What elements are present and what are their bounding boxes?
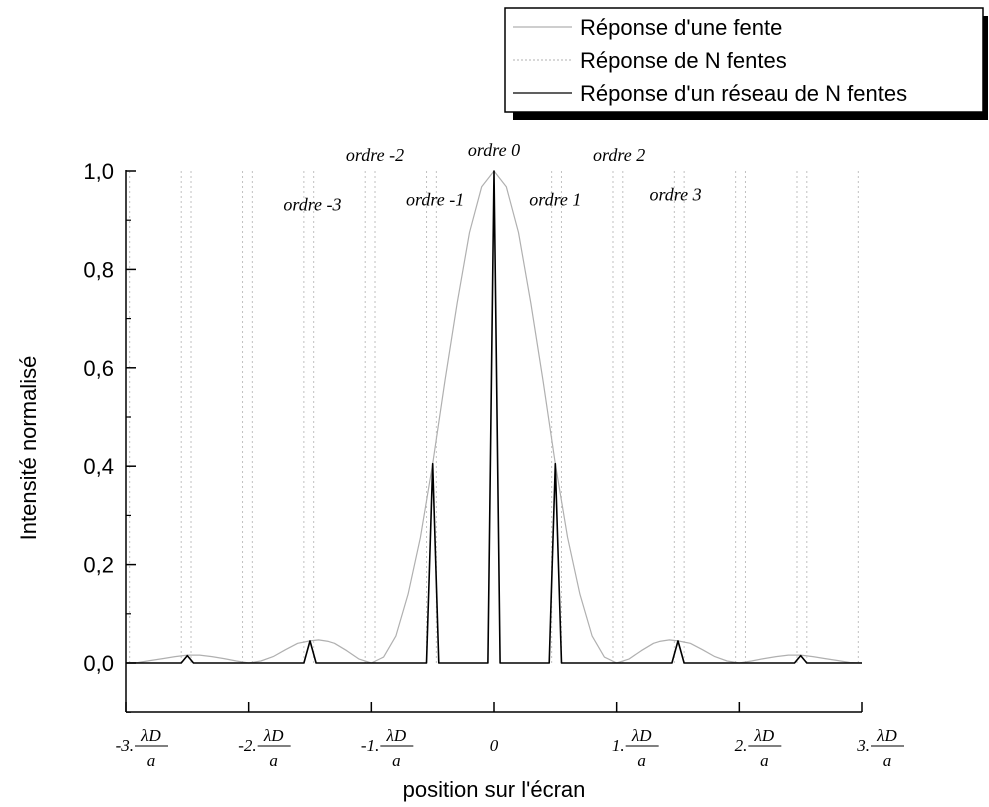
x-tick-denominator: a bbox=[147, 751, 156, 770]
x-tick-numerator: λD bbox=[631, 726, 652, 745]
y-tick-label: 0,0 bbox=[83, 651, 114, 676]
x-tick-coef: -2. bbox=[238, 736, 256, 755]
x-tick-label: 3. λD a bbox=[856, 726, 904, 770]
legend-label-single-slit: Réponse d'une fente bbox=[580, 15, 782, 40]
order-annotation: ordre 3 bbox=[649, 185, 701, 205]
grating-response-line bbox=[126, 170, 862, 664]
x-tick-denominator: a bbox=[392, 751, 401, 770]
x-tick-label: 2. λD a bbox=[735, 726, 782, 770]
x-tick-coef: 3. bbox=[856, 736, 870, 755]
legend-label-n-slits: Réponse de N fentes bbox=[580, 48, 787, 73]
n-slits-response-lines bbox=[129, 171, 859, 663]
x-tick-coef: 2. bbox=[735, 736, 748, 755]
order-annotation: ordre -1 bbox=[406, 189, 464, 209]
y-tick-label: 0,6 bbox=[83, 356, 114, 381]
x-tick-numerator: λD bbox=[263, 726, 284, 745]
x-tick-label: 0 bbox=[490, 736, 499, 755]
x-tick-numerator: λD bbox=[754, 726, 775, 745]
x-tick-coef: -1. bbox=[361, 736, 379, 755]
curves bbox=[125, 170, 863, 664]
legend: Réponse d'une fente Réponse de N fentes … bbox=[504, 7, 988, 120]
x-tick-denominator: a bbox=[883, 751, 892, 770]
x-tick-numerator: λD bbox=[140, 726, 161, 745]
single-slit-response-line bbox=[125, 170, 863, 664]
x-tick-numerator: λD bbox=[386, 726, 407, 745]
order-annotation: ordre 0 bbox=[468, 140, 520, 160]
legend-box bbox=[504, 7, 984, 113]
x-tick-coef: -3. bbox=[116, 736, 134, 755]
order-annotation: ordre 1 bbox=[529, 189, 581, 209]
order-annotation: ordre -2 bbox=[346, 145, 404, 165]
y-ticks: 0,0 0,2 0,4 0,6 0,8 1,0 bbox=[83, 159, 136, 713]
x-ticks: -3. λD a -2. λD a -1. λD a 0 1. λD a 2. λD a 3. λD a bbox=[116, 702, 904, 770]
x-axis-title: position sur l'écran bbox=[403, 777, 586, 802]
x-tick-denominator: a bbox=[637, 751, 646, 770]
x-tick-label: -1. λD a bbox=[361, 726, 414, 770]
y-tick-label: 0,4 bbox=[83, 454, 114, 479]
order-annotation: ordre -3 bbox=[283, 194, 341, 214]
legend-label-grating: Réponse d'un réseau de N fentes bbox=[580, 81, 907, 106]
x-tick-label: 1. λD a bbox=[612, 726, 659, 770]
y-tick-label: 1,0 bbox=[83, 159, 114, 184]
x-tick-denominator: a bbox=[269, 751, 278, 770]
order-annotation: ordre 2 bbox=[593, 145, 645, 165]
x-tick-numerator: λD bbox=[876, 726, 897, 745]
x-tick-label: -2. λD a bbox=[238, 726, 291, 770]
y-tick-label: 0,2 bbox=[83, 553, 114, 578]
x-tick-label: -3. λD a bbox=[116, 726, 168, 770]
x-tick-coef: 1. bbox=[612, 736, 625, 755]
axes: 0,0 0,2 0,4 0,6 0,8 1,0 -3. λD a -2. λD a -1. λD a 0 1.… bbox=[83, 159, 904, 770]
y-axis-title: Intensité normalisé bbox=[16, 356, 41, 541]
y-tick-label: 0,8 bbox=[83, 257, 114, 282]
x-tick-denominator: a bbox=[760, 751, 769, 770]
